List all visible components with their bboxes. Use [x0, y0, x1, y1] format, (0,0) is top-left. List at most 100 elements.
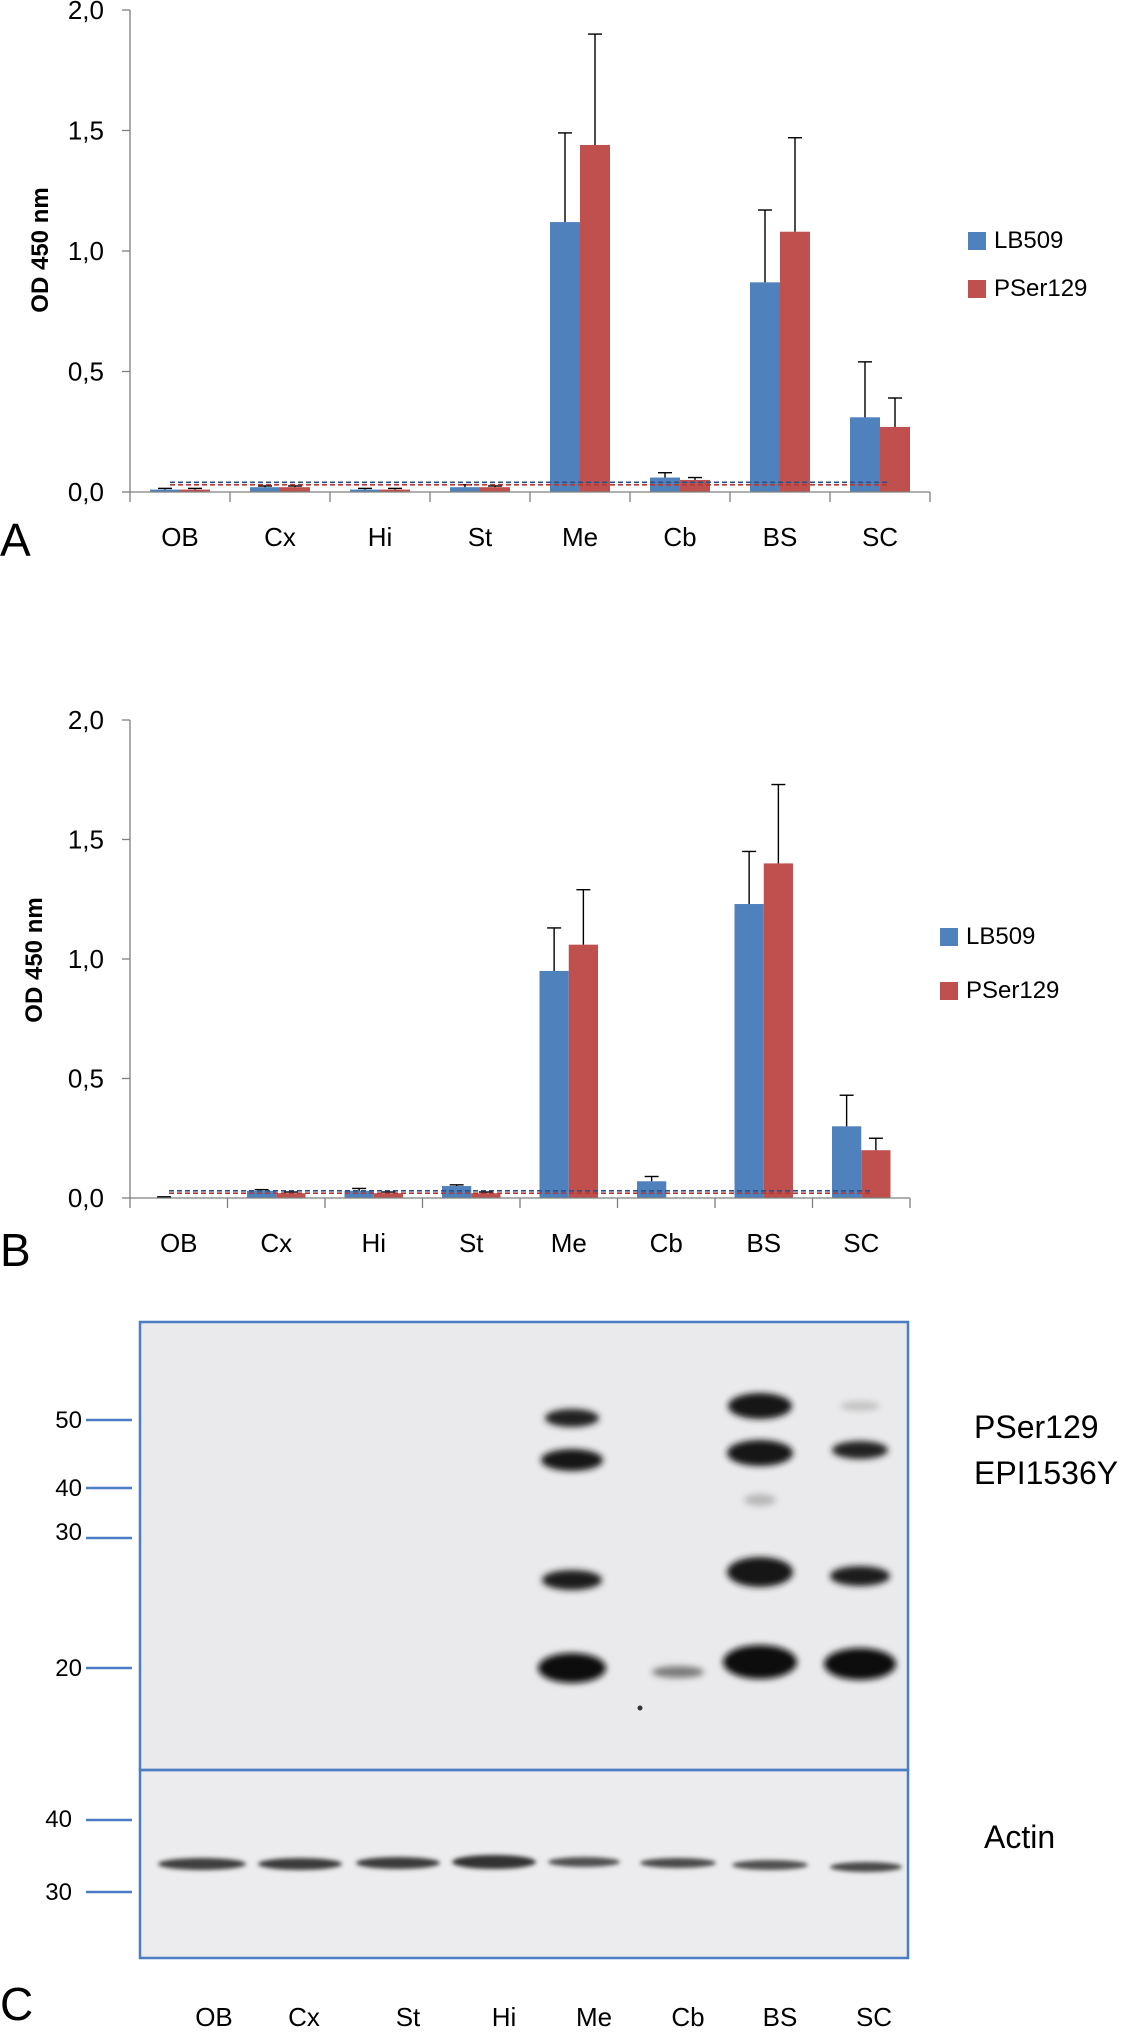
y-tick-label: 1,0: [68, 236, 104, 266]
bar-lb509-cx: [247, 1190, 277, 1198]
chart-panel-b: OD 450 nm 0,0 0,5 1,0 1,5 2,0 OB Cx Hi St Me Cb BS…: [21, 705, 1059, 1258]
category-label-cx: Cx: [260, 1228, 292, 1258]
bar-pser129-bs: [780, 231, 810, 492]
lane-label-me: Me: [576, 2002, 612, 2032]
bar-lb509-st: [442, 1186, 472, 1198]
bar-lb509-sc: [850, 417, 880, 492]
category-label-st: St: [468, 522, 493, 552]
legend-swatch-lb509: [968, 232, 986, 250]
mw-marker-50: 50: [55, 1407, 82, 1434]
y-tick-label: 2,0: [68, 705, 104, 735]
actin-band-ob: [158, 1858, 246, 1870]
y-tick-label: 1,0: [68, 944, 104, 974]
y-axis-label: OD 450 nm: [27, 187, 54, 312]
category-label-cb: Cb: [650, 1228, 683, 1258]
blot-lane-labels: OB Cx St Hi Me Cb BS SC: [195, 2002, 892, 2032]
baselines: [170, 481, 890, 486]
bar-pser129-st: [471, 1193, 501, 1198]
category-label-ob: OB: [161, 522, 199, 552]
category-label-ob: OB: [160, 1228, 198, 1258]
chart-panel-a: OD 450 nm 0,0 0,5 1,0 1,5 2,0 OB Cx Hi St Me Cb BS…: [27, 0, 1087, 552]
y-axis-ticks: 0,0 0,5 1,0 1,5 2,0: [68, 0, 130, 507]
category-label-hi: Hi: [368, 522, 393, 552]
panel-letter-b: B: [0, 1224, 31, 1276]
blot-speck: [637, 1705, 643, 1711]
actin-band-st: [356, 1857, 440, 1869]
legend-swatch-pser129: [940, 982, 958, 1000]
lane-label-st: St: [396, 2002, 421, 2032]
bar-pser129-sc: [880, 426, 910, 492]
legend: LB509 PSer129: [968, 227, 1087, 302]
bar-pser129-hi: [380, 489, 410, 492]
lower-blot-border: [138, 1768, 910, 1960]
bar-pser129-cx: [280, 487, 310, 492]
legend-label-pser129: PSer129: [994, 275, 1087, 302]
band-cb-20: [652, 1666, 704, 1678]
bar-lb509-cb: [637, 1181, 667, 1198]
actin-band-bs: [732, 1860, 808, 1870]
band-sc-27: [830, 1566, 890, 1586]
legend-swatch-pser129: [968, 280, 986, 298]
bars: [150, 33, 910, 492]
y-tick-label: 1,5: [68, 116, 104, 146]
lane-label-cb: Cb: [671, 2002, 704, 2032]
y-tick-label: 1,5: [68, 825, 104, 855]
bar-pser129-ob: [180, 489, 210, 492]
mw-marker-30-lower: 30: [45, 1879, 72, 1906]
lane-label-sc: SC: [856, 2002, 892, 2032]
band-bs-20: [723, 1645, 797, 1679]
actin-band-cb: [640, 1858, 716, 1868]
y-tick-label: 0,0: [68, 1183, 104, 1213]
western-blot: 50 40 30 20 40 30 PSer129 EPI1536Y Actin…: [45, 1320, 1118, 2032]
band-sc-45: [832, 1441, 888, 1459]
bar-lb509-sc: [832, 1126, 862, 1198]
panel-letter-a: A: [0, 514, 31, 566]
band-bs-27: [727, 1557, 793, 1587]
bar-lb509-cx: [250, 487, 280, 492]
lane-label-hi: Hi: [492, 2002, 517, 2032]
y-axis-label: OD 450 nm: [21, 897, 48, 1022]
category-label-bs: BS: [746, 1228, 781, 1258]
category-label-cx: Cx: [264, 522, 296, 552]
category-label-st: St: [459, 1228, 484, 1258]
actin-band-sc: [830, 1862, 902, 1872]
lane-label-cx: Cx: [288, 2002, 320, 2032]
y-tick-label: 0,5: [68, 357, 104, 387]
y-tick-label: 2,0: [68, 0, 104, 25]
mw-marker-40: 40: [55, 1475, 82, 1502]
mw-marker-20: 20: [55, 1655, 82, 1682]
category-label-cb: Cb: [663, 522, 696, 552]
band-me-50: [545, 1409, 599, 1427]
lane-label-bs: BS: [763, 2002, 798, 2032]
band-sc-50: [840, 1401, 880, 1411]
category-label-me: Me: [551, 1228, 587, 1258]
legend-swatch-lb509: [940, 928, 958, 946]
blot-label-pser129: PSer129: [974, 1409, 1099, 1445]
bar-lb509-bs: [750, 282, 780, 492]
bar-lb509-hi: [344, 1190, 374, 1198]
bar-lb509-hi: [350, 489, 380, 492]
bar-lb509-cb: [650, 477, 680, 492]
band-me-45: [541, 1449, 603, 1471]
upper-mw-markers: 50 40 30 20: [55, 1407, 132, 1682]
band-sc-20: [824, 1648, 896, 1680]
blot-label-actin: Actin: [984, 1819, 1055, 1855]
category-labels: OB Cx Hi St Me Cb BS SC: [161, 522, 898, 552]
axes: [129, 720, 911, 1208]
bar-lb509-me: [539, 970, 569, 1198]
mw-marker-30: 30: [55, 1519, 82, 1546]
category-label-hi: Hi: [361, 1228, 386, 1258]
y-tick-label: 0,0: [68, 477, 104, 507]
axes: [129, 10, 931, 502]
band-me-27: [542, 1570, 602, 1590]
band-bs-45: [727, 1440, 793, 1466]
bar-pser129-st: [480, 487, 510, 492]
y-axis-ticks: 0,0 0,5 1,0 1,5 2,0: [68, 705, 130, 1213]
bar-lb509-bs: [734, 904, 764, 1198]
baselines: [169, 1190, 871, 1195]
category-label-sc: SC: [862, 522, 898, 552]
actin-band-cx: [258, 1858, 342, 1870]
upper-membrane: [140, 1322, 908, 1770]
bar-pser129-me: [568, 944, 598, 1198]
y-tick-label: 0,5: [68, 1064, 104, 1094]
